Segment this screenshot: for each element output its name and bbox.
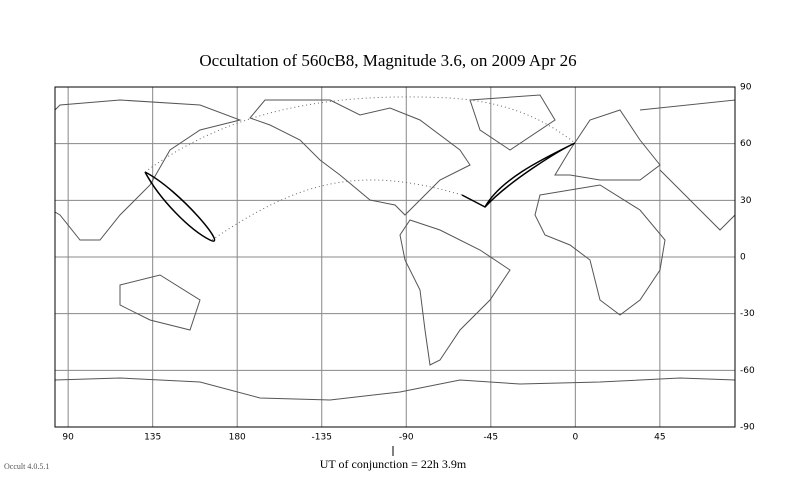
y-tick-label: 0 <box>740 253 746 263</box>
track-west <box>144 171 216 242</box>
x-tick-label: 0 <box>572 433 578 443</box>
antarctica <box>54 377 736 401</box>
limit-north <box>144 96 576 173</box>
conjunction-label: UT of conjunction = 22h 3.9m <box>320 457 467 471</box>
y-tick-label: 30 <box>740 196 752 206</box>
coastlines <box>54 94 736 401</box>
south-america <box>399 219 511 366</box>
x-tick-label: -45 <box>483 433 498 443</box>
africa <box>534 184 666 316</box>
europe <box>554 109 661 181</box>
version: Occult 4.0.5.1 <box>4 462 49 471</box>
title: Occultation of 560cB8, Magnitude 3.6, on… <box>199 51 576 70</box>
australia <box>119 274 201 331</box>
y-tick-label: -60 <box>740 366 755 376</box>
occultation-track <box>144 96 576 242</box>
x-tick-label: -90 <box>399 433 414 443</box>
asia-east <box>54 99 242 241</box>
x-tick-label: 135 <box>144 433 161 443</box>
track-east <box>461 142 576 208</box>
y-tick-label: 60 <box>740 139 752 149</box>
x-tick-label: 45 <box>654 433 665 443</box>
y-tick-label: 90 <box>740 83 752 93</box>
x-tick-label: 180 <box>229 433 246 443</box>
x-tick-label: 90 <box>62 433 74 443</box>
x-tick-label: -135 <box>312 433 332 443</box>
y-tick-label: -30 <box>740 309 755 319</box>
asia-west <box>639 99 736 231</box>
y-tick-label: -90 <box>740 423 755 433</box>
north-america <box>249 99 471 216</box>
map-frame <box>54 86 736 428</box>
greenland <box>469 94 556 151</box>
